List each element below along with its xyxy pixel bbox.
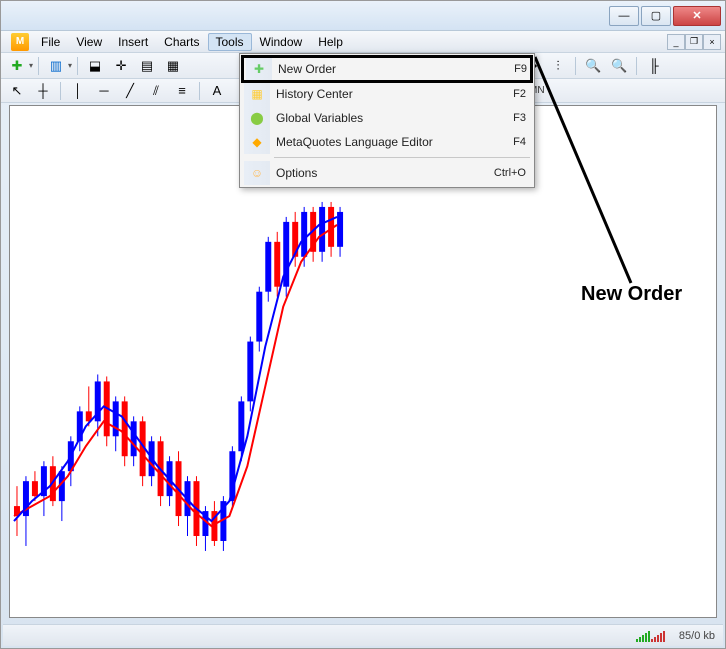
separator: [199, 82, 200, 100]
watch-icon: ⬓: [89, 58, 101, 74]
menu-item-new-order[interactable]: ✚ New OrderF9: [241, 55, 533, 83]
window-maximize-button[interactable]: ▢: [641, 6, 671, 26]
text-button[interactable]: A: [205, 80, 229, 102]
callout-label: New Order: [581, 283, 682, 306]
menu-icon-col: ⬤: [244, 106, 270, 130]
menu-item-shortcut: F4: [513, 136, 526, 148]
menu-help[interactable]: Help: [310, 33, 351, 51]
menu-item-metaquotes-language-editor[interactable]: ◆ MetaQuotes Language EditorF4: [242, 130, 532, 154]
mdi-close-button[interactable]: ×: [703, 34, 721, 50]
folder-icon: ▥: [50, 58, 62, 74]
menu-view[interactable]: View: [68, 33, 110, 51]
vline-button[interactable]: │: [66, 80, 90, 102]
fibo-button[interactable]: ≡: [170, 80, 194, 102]
cursor-button[interactable]: ↖: [5, 80, 29, 102]
tools-dropdown-menu: ✚ New OrderF9 ▦ History CenterF2 ⬤ Global Var…: [239, 53, 535, 188]
indicators-button[interactable]: ⫶: [546, 55, 570, 77]
terminal-icon: ▤: [141, 58, 153, 74]
history-center-icon: ▦: [249, 86, 265, 102]
dropdown-icon[interactable]: ▾: [68, 61, 72, 70]
tester-button[interactable]: ▦: [161, 55, 185, 77]
profiles-button[interactable]: ▥: [44, 55, 68, 77]
menu-item-label: Options: [276, 166, 494, 180]
close-icon: ✕: [692, 9, 701, 22]
menu-item-shortcut: F3: [513, 112, 526, 124]
window-minimize-button[interactable]: —: [609, 6, 639, 26]
menu-item-shortcut: F9: [514, 63, 527, 75]
navigator-button[interactable]: ✛: [109, 55, 133, 77]
crosshair-button[interactable]: ┼: [31, 80, 55, 102]
options-icon: ☺: [249, 165, 265, 181]
menu-item-shortcut: F2: [513, 88, 526, 100]
indicator-icon: ⫶: [556, 58, 559, 74]
minimize-icon: —: [619, 10, 630, 22]
hline-icon: ─: [99, 83, 108, 98]
mdi-min-icon: _: [673, 37, 678, 47]
window-close-button[interactable]: ✕: [673, 6, 721, 26]
mdi-minimize-button[interactable]: _: [667, 34, 685, 50]
app-icon: M: [11, 33, 29, 51]
menu-window[interactable]: Window: [252, 33, 311, 51]
menu-separator: [274, 157, 530, 158]
channel-button[interactable]: ⫽: [144, 80, 168, 102]
fibo-icon: ≡: [178, 83, 186, 98]
separator: [575, 57, 576, 75]
mdi-restore-icon: ❐: [690, 36, 698, 47]
zoom-in-icon: 🔍: [585, 58, 601, 74]
menu-item-history-center[interactable]: ▦ History CenterF2: [242, 82, 532, 106]
menu-insert[interactable]: Insert: [110, 33, 156, 51]
menu-item-label: MetaQuotes Language Editor: [276, 135, 513, 149]
menu-icon-col: ▦: [244, 82, 270, 106]
zoom-out-button[interactable]: 🔍: [607, 55, 631, 77]
menu-icon-col: ✚: [246, 58, 272, 80]
mdi-close-icon: ×: [709, 37, 714, 47]
market-watch-button[interactable]: ⬓: [83, 55, 107, 77]
menu-tools[interactable]: Tools: [208, 33, 252, 51]
menu-icon-col: ☺: [244, 161, 270, 185]
arrow-icon: ↖: [12, 83, 23, 99]
window-frame: — ▢ ✕ M FileViewInsertChartsToolsWindowH…: [0, 0, 726, 649]
vline-icon: │: [74, 83, 82, 98]
zoom-in-button[interactable]: 🔍: [581, 55, 605, 77]
menu-item-global-variables[interactable]: ⬤ Global VariablesF3: [242, 106, 532, 130]
metaquotes-language-editor-icon: ◆: [249, 134, 265, 150]
menu-item-shortcut: Ctrl+O: [494, 167, 526, 179]
terminal-button[interactable]: ▤: [135, 55, 159, 77]
menubar: M FileViewInsertChartsToolsWindowHelp _ …: [1, 31, 725, 53]
dropdown-icon[interactable]: ▾: [29, 61, 33, 70]
hline-button[interactable]: ─: [92, 80, 116, 102]
trendline-button[interactable]: ╱: [118, 80, 142, 102]
statusbar: 85/0 kb: [3, 624, 723, 646]
mdi-controls: _ ❐ ×: [667, 34, 721, 50]
bar-chart-button[interactable]: ╟: [642, 55, 666, 77]
plus-icon: ✚: [12, 58, 23, 74]
separator: [77, 57, 78, 75]
menu-icon-col: ◆: [244, 130, 270, 154]
nav-icon: ✛: [116, 58, 127, 74]
menu-item-options[interactable]: ☺ OptionsCtrl+O: [242, 161, 532, 185]
menu-charts[interactable]: Charts: [156, 33, 207, 51]
separator: [60, 82, 61, 100]
menu-file[interactable]: File: [33, 33, 68, 51]
mdi-restore-button[interactable]: ❐: [685, 34, 703, 50]
channel-icon: ⫽: [153, 83, 159, 99]
traffic-label: 85/0 kb: [679, 630, 715, 642]
menu-item-label: History Center: [276, 87, 513, 101]
separator: [636, 57, 637, 75]
tester-icon: ▦: [167, 58, 179, 74]
text-a-icon: A: [213, 83, 222, 98]
crosshair-icon: ┼: [38, 83, 47, 98]
menu-item-label: New Order: [278, 62, 514, 76]
new-chart-button[interactable]: ✚: [5, 55, 29, 77]
titlebar: — ▢ ✕: [1, 1, 725, 31]
zoom-out-icon: 🔍: [611, 58, 627, 74]
global-variables-icon: ⬤: [249, 110, 265, 126]
new-order-icon: ✚: [251, 61, 267, 77]
bars-icon: ╟: [649, 58, 658, 73]
maximize-icon: ▢: [651, 9, 661, 22]
trend-icon: ╱: [126, 83, 134, 99]
separator: [38, 57, 39, 75]
connection-bars-icon: [636, 630, 665, 642]
menu-item-label: Global Variables: [276, 111, 513, 125]
